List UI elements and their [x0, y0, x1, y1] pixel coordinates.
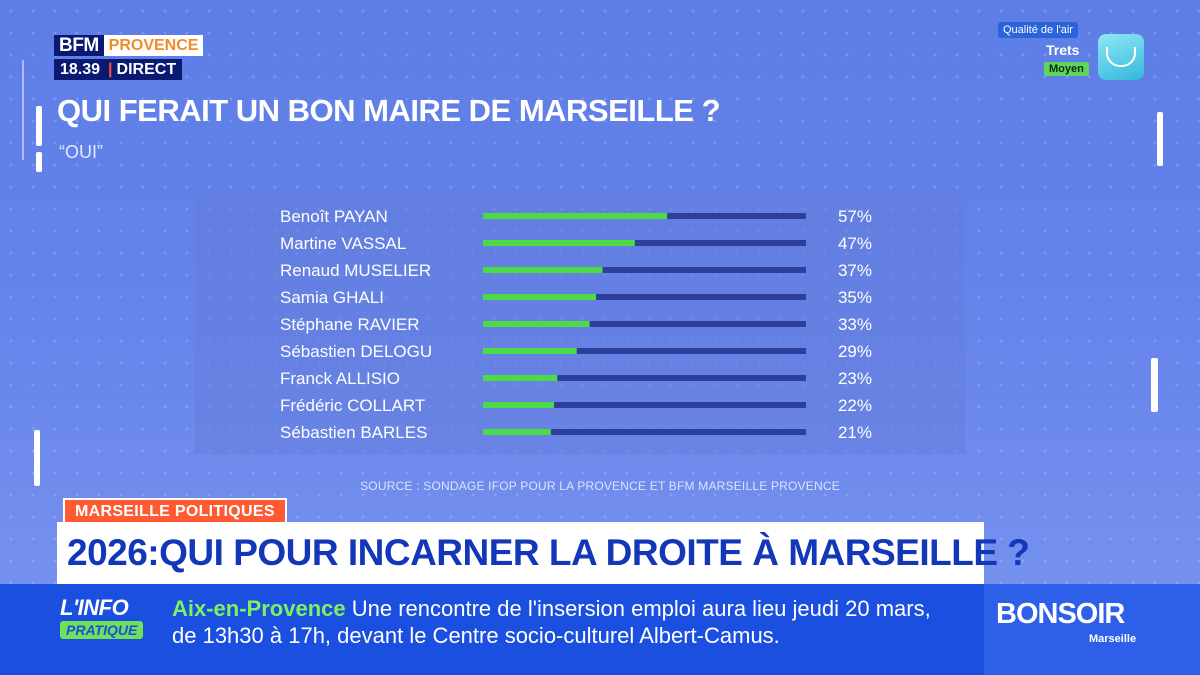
headline-text: 2026:QUI POUR INCARNER LA DROITE À MARSE…	[67, 532, 1030, 573]
value-label: 21%	[838, 423, 872, 442]
value-label: 23%	[838, 369, 872, 388]
info-pratique-logo: L'INFO PRATIQUE	[60, 595, 144, 640]
ticker-line-2: de 13h30 à 17h, devant le Centre socio-c…	[172, 623, 780, 648]
bar	[483, 213, 668, 219]
value-label: 33%	[838, 315, 872, 334]
bar-track	[483, 348, 806, 354]
bar	[483, 429, 551, 435]
decor-bar	[36, 106, 42, 146]
bar	[483, 375, 558, 381]
info-logo-main: L'INFO	[60, 595, 129, 620]
bar	[483, 348, 577, 354]
bar-track	[483, 402, 806, 408]
value-label: 57%	[838, 207, 872, 226]
headline-banner: 2026:QUI POUR INCARNER LA DROITE À MARSE…	[57, 522, 1030, 584]
category-label: Samia GHALI	[280, 288, 384, 307]
category-label: Renaud MUSELIER	[280, 261, 431, 280]
bar	[483, 267, 603, 273]
decor-bar	[22, 60, 24, 160]
decor-bar	[1151, 358, 1158, 412]
bar-track	[483, 375, 806, 381]
live-label: DIRECT	[114, 59, 183, 80]
bar	[483, 402, 555, 408]
decor-bar	[1157, 112, 1163, 166]
category-label: Franck ALLISIO	[280, 369, 400, 388]
value-label: 29%	[838, 342, 872, 361]
value-label: 22%	[838, 396, 872, 415]
clock-separator: |	[106, 59, 115, 80]
bar-track	[483, 240, 806, 246]
value-label: 35%	[838, 288, 872, 307]
category-label: Stéphane RAVIER	[280, 315, 420, 334]
ticker-place: Aix-en-Provence	[172, 596, 346, 621]
category-label: Benoît PAYAN	[280, 207, 388, 226]
value-label: 47%	[838, 234, 872, 253]
info-logo-sub: PRATIQUE	[60, 621, 144, 639]
region-label: PROVENCE	[103, 35, 204, 56]
decor-bar	[34, 430, 40, 486]
channel-logo: BFM PROVENCE 18.39 | DIRECT	[54, 35, 204, 80]
air-quality-icon	[1098, 34, 1144, 80]
chart-title: QUI FERAIT UN BON MAIRE DE MARSEILLE ?	[57, 93, 721, 128]
chart-panel: Benoît PAYAN 57% Martine VASSAL 47% Renaud M…	[195, 196, 965, 454]
bar	[483, 294, 597, 300]
brand-label: BFM	[54, 35, 104, 56]
air-quality-city: Trets	[1046, 42, 1080, 58]
category-label: Sébastien BARLES	[280, 423, 427, 442]
bar-chart: Benoît PAYAN 57% Martine VASSAL 47% Renaud M…	[280, 207, 872, 442]
show-panel	[984, 584, 1200, 675]
ticker-line-1: Aix-en-Provence Une rencontre de l'inser…	[172, 596, 931, 622]
source-text: SOURCE : SONDAGE IFOP POUR LA PROVENCE E…	[360, 479, 840, 493]
news-ticker: L'INFO PRATIQUE Aix-en-Provence Une renc…	[0, 584, 1200, 675]
ticker-text-1: Une rencontre de l'insersion emploi aura…	[351, 596, 931, 621]
bar-track	[483, 267, 806, 273]
air-quality-title: Qualité de l'air	[998, 22, 1078, 38]
decor-bar	[36, 152, 42, 172]
air-quality-level: Moyen	[1044, 62, 1089, 76]
chart-subtitle: “OUI”	[59, 142, 103, 162]
source-note: SOURCE : SONDAGE IFOP POUR LA PROVENCE E…	[0, 479, 1200, 493]
bar-track	[483, 429, 806, 435]
bar	[483, 240, 635, 246]
bar-track	[483, 321, 806, 327]
bar	[483, 321, 590, 327]
category-label: Sébastien DELOGU	[280, 342, 432, 361]
air-quality-widget: Qualité de l'air Trets Moyen	[996, 20, 1148, 82]
value-label: 37%	[838, 261, 872, 280]
clock-time: 18.39	[54, 59, 107, 80]
show-logo-sub: Marseille	[1089, 633, 1137, 645]
show-logo: BONSOIR	[996, 598, 1125, 630]
category-label: Frédéric COLLART	[280, 396, 425, 415]
category-label: Martine VASSAL	[280, 234, 406, 253]
bar-track	[483, 294, 806, 300]
